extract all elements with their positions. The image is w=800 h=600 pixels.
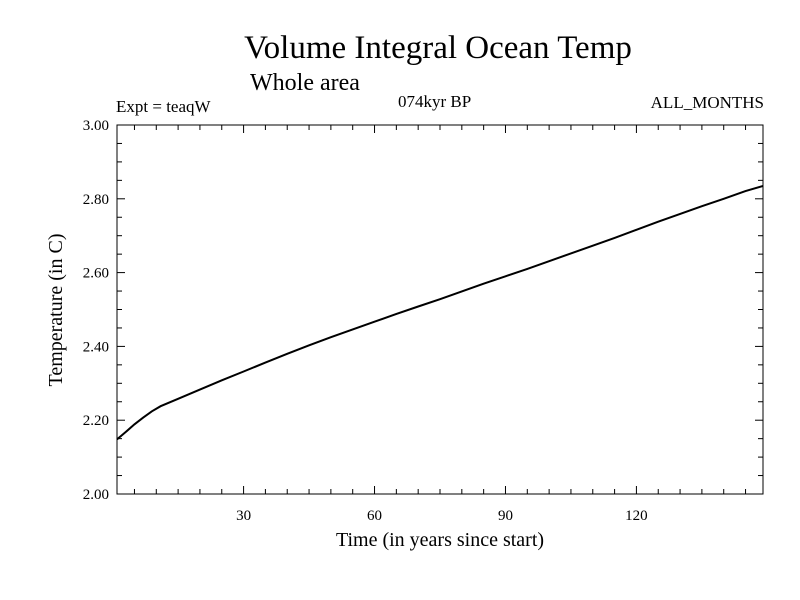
x-tick-label: 60: [367, 508, 382, 524]
chart-title: Volume Integral Ocean Temp: [244, 30, 632, 66]
y-tick-label: 2.20: [83, 413, 109, 429]
months-label: ALL_MONTHS: [650, 93, 764, 112]
x-tick-label: 30: [236, 508, 251, 524]
y-axis-label: Temperature (in C): [45, 234, 67, 387]
y-tick-label: 2.40: [83, 339, 109, 355]
y-tick-label: 2.80: [83, 192, 109, 208]
tick-labels: 30 60 90 120 2.00 2.20 2.40 2.60 2.80 3.00: [83, 118, 648, 524]
x-axis-label: Time (in years since start): [336, 529, 544, 551]
plot-frame: [116, 124, 764, 495]
chart-subtitle: Whole area: [250, 70, 360, 96]
x-tick-label: 120: [625, 508, 648, 524]
y-tick-label: 2.60: [83, 266, 109, 282]
period-label: 074kyr BP: [398, 92, 472, 111]
series-line: [116, 184, 764, 441]
x-tick-label: 90: [498, 508, 513, 524]
experiment-label: Expt = teaqW: [116, 97, 211, 116]
y-tick-label: 2.00: [83, 487, 109, 503]
y-tick-label: 3.00: [83, 118, 109, 134]
tick-marks: [117, 124, 763, 495]
